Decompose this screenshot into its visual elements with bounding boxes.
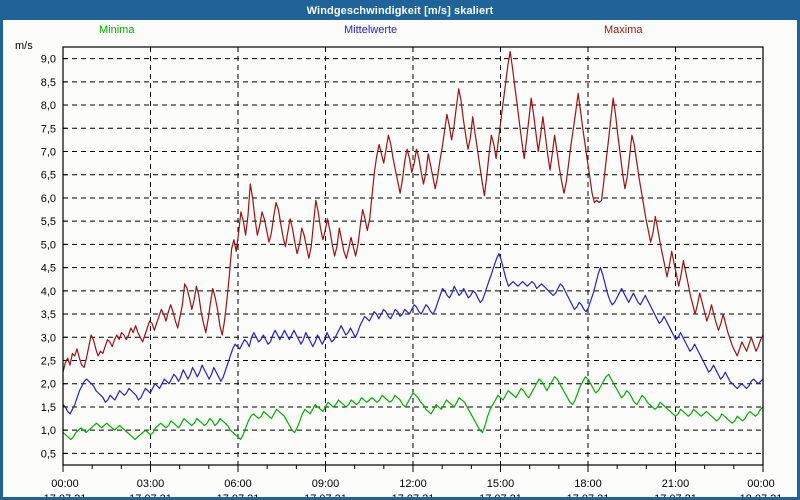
x-axis-tick-time: 18:00 <box>574 478 602 490</box>
y-axis-tick-label: 4,5 <box>41 263 56 275</box>
series-line-maxima <box>62 51 764 373</box>
x-axis-tick-date: 17.07.21 <box>304 493 347 497</box>
y-axis-tick-label: 0,5 <box>41 448 56 460</box>
series-layer <box>62 51 764 441</box>
x-axis-tick-date: 18.07.21 <box>740 493 783 497</box>
plot-svg: 0,5 1,0 1,5 2,0 2,5 3,0 3,5 4,0 4,5 5,0 5,5 6,0 6,5 7… <box>41 46 783 497</box>
x-axis-tick-date: 17.07.21 <box>392 493 435 497</box>
x-axis-tick-time: 21:00 <box>662 478 690 490</box>
window-title-bar: Windgeschwindigkeit [m/s] skaliert <box>3 3 797 20</box>
x-axis-tick-date: 17.07.21 <box>44 493 87 497</box>
y-axis-tick-label: 1,0 <box>41 425 56 437</box>
y-axis-tick-label: 5,5 <box>41 216 56 228</box>
page-title: Windgeschwindigkeit [m/s] skaliert <box>306 5 494 17</box>
y-axis-tick-label: 1,5 <box>41 402 56 414</box>
y-axis-tick-label: 2,5 <box>41 356 56 368</box>
x-axis-tick-date: 17.07.21 <box>567 493 610 497</box>
x-axis-tick-time: 00:00 <box>747 478 775 490</box>
legend-item-maxima: Maxima <box>604 24 643 36</box>
legend-label-maxima: Maxima <box>604 24 643 36</box>
x-axis-tick-time: 09:00 <box>312 478 340 490</box>
x-axis-tick-time: 00:00 <box>51 478 79 490</box>
y-axis-tick-label: 5,0 <box>41 239 56 251</box>
x-axis-tick-time: 15:00 <box>487 478 515 490</box>
y-axis-tick-label: 4,0 <box>41 286 56 298</box>
plot-frame <box>62 46 764 466</box>
y-axis-tick-label: 8,5 <box>41 77 56 89</box>
x-axis-tick-date: 17.07.21 <box>217 493 260 497</box>
x-axis-tick-date: 17.07.21 <box>479 493 522 497</box>
y-axis-tick-label: 7,0 <box>41 147 56 159</box>
y-axis-tick-label: 3,0 <box>41 332 56 344</box>
legend-label-minima: Minima <box>99 24 135 36</box>
series-line-mittelwerte <box>62 253 764 415</box>
legend-label-mittelwerte: Mittelwerte <box>344 24 398 36</box>
y-axis-tick-label: 9,0 <box>41 54 56 66</box>
x-tick-layer: 00:00 17.07.21 03:00 17.07.21 06:00 17.07.21 0… <box>44 478 783 497</box>
legend-item-minima: Minima <box>99 24 134 36</box>
x-axis-tick-date: 17.07.21 <box>129 493 172 497</box>
y-axis-tick-label: 6,0 <box>41 193 56 205</box>
series-line-minima <box>62 373 764 441</box>
x-axis-tick-time: 12:00 <box>399 478 427 490</box>
legend-item-mittelwerte: Mittelwerte <box>344 24 397 36</box>
y-tick-layer: 0,5 1,0 1,5 2,0 2,5 3,0 3,5 4,0 4,5 5,0 5,5 6,0 6,5 7… <box>41 54 56 461</box>
x-axis-tick-time: 03:00 <box>137 478 165 490</box>
y-axis-tick-label: 7,5 <box>41 123 56 135</box>
y-axis-tick-label: 3,5 <box>41 309 56 321</box>
chart-canvas: Minima Mittelwerte Maxima m/s 0,5 1,0 1,5 2… <box>3 20 797 497</box>
y-axis-tick-label: 2,0 <box>41 379 56 391</box>
y-axis-tick-label: 8,0 <box>41 100 56 112</box>
x-axis-tick-time: 06:00 <box>224 478 252 490</box>
x-axis-tick-date: 17.07.21 <box>654 493 697 497</box>
y-axis-tick-label: 6,5 <box>41 170 56 182</box>
y-axis-unit-label: m/s <box>15 40 33 52</box>
grid-layer <box>62 47 764 472</box>
